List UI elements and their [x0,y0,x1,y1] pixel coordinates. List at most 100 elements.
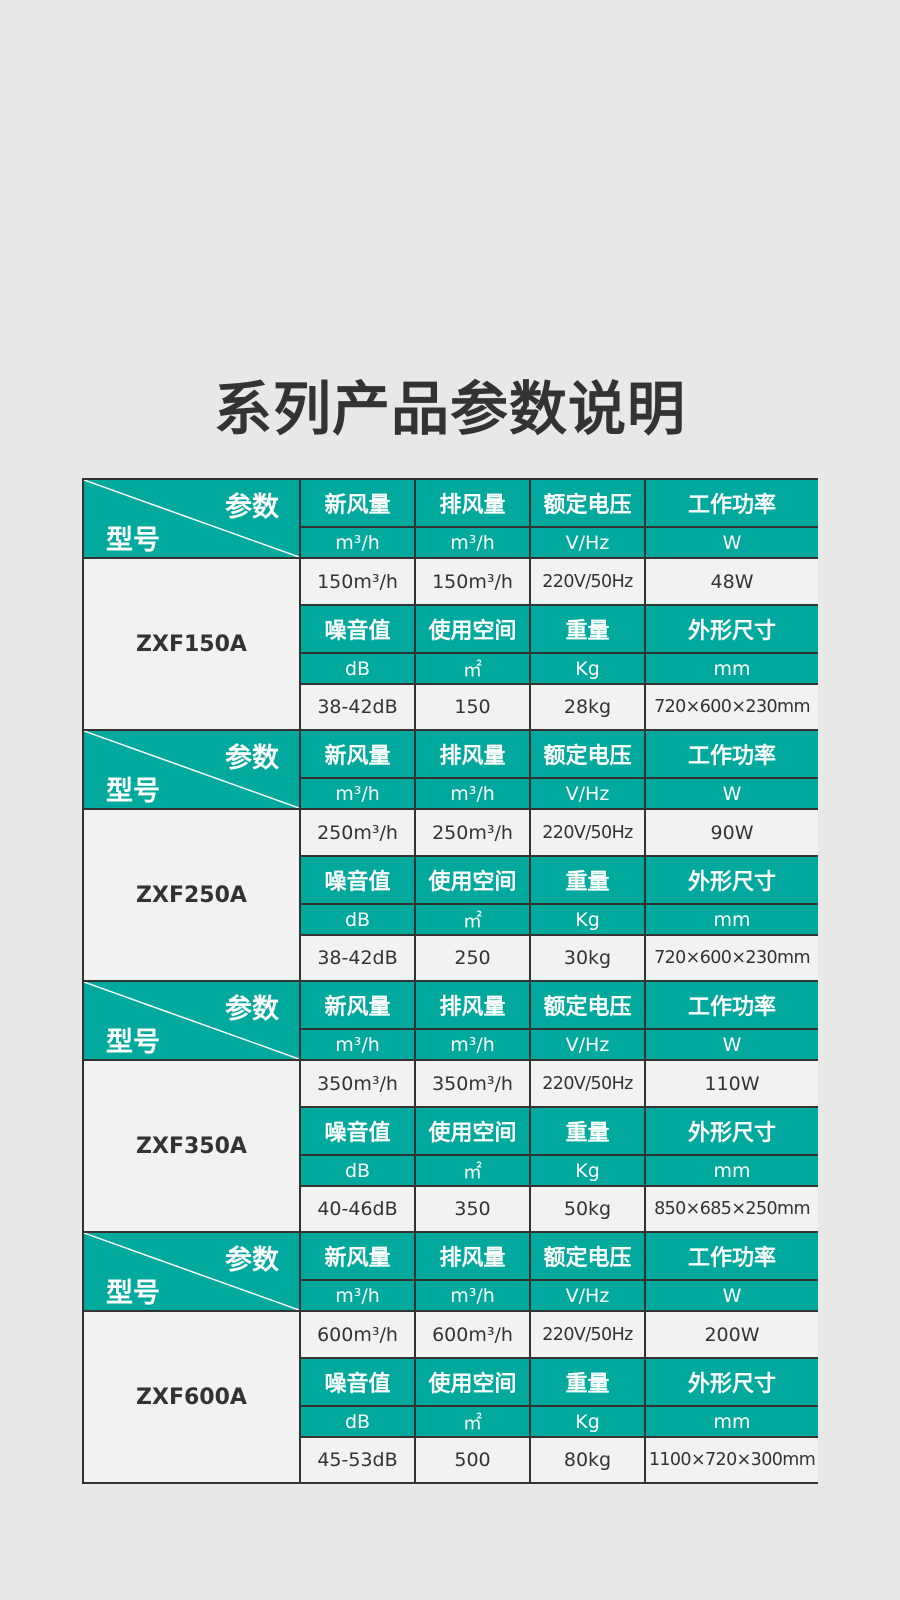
value-cell: 28kg [531,685,644,729]
header-cell: 排风量 [416,731,529,777]
header-cell: 外形尺寸 [646,606,818,652]
unit-cell: ㎡ [416,654,529,683]
unit-cell: dB [301,654,414,683]
diagonal-divider [84,1233,299,1310]
corner-header-cell: 参数 型号 [84,480,299,557]
header-cell: 使用空间 [416,606,529,652]
model-name: ZXF250A [84,810,299,980]
value-cell: 150 [416,685,529,729]
product-spec-table: 参数 型号 新风量 排风量 额定电压 工作功率 m³/h m³/h V/Hz W ZXF150A 1… [82,478,818,1484]
header-cell: 使用空间 [416,1108,529,1154]
header-cell: 工作功率 [646,982,818,1028]
value-cell: 350 [416,1187,529,1231]
header-cell: 新风量 [301,731,414,777]
value-cell: 250m³/h [301,810,414,855]
unit-cell: Kg [531,905,644,934]
header-cell: 重量 [531,857,644,903]
corner-header-cell: 参数 型号 [84,982,299,1059]
model-name: ZXF600A [84,1312,299,1482]
header-cell: 使用空间 [416,857,529,903]
header-cell: 噪音值 [301,857,414,903]
header-cell: 重量 [531,606,644,652]
value-cell: 38-42dB [301,685,414,729]
header-cell: 排风量 [416,982,529,1028]
header-cell: 噪音值 [301,1108,414,1154]
unit-cell: W [646,1030,818,1059]
header-cell: 噪音值 [301,606,414,652]
value-cell: 30kg [531,936,644,980]
param-label: 参数 [225,994,279,1025]
value-cell: 110W [646,1061,818,1106]
diagonal-divider [84,480,299,557]
unit-cell: mm [646,905,818,934]
unit-cell: V/Hz [531,528,644,557]
model-block: 参数 型号 新风量 排风量 额定电压 工作功率 m³/h m³/h V/Hz W ZXF600A 6… [84,1233,818,1482]
page-title: 系列产品参数说明 [213,375,686,443]
unit-cell: m³/h [416,1030,529,1059]
header-cell: 额定电压 [531,480,644,526]
corner-header-cell: 参数 型号 [84,1233,299,1310]
model-name: ZXF150A [84,559,299,729]
value-cell: 38-42dB [301,936,414,980]
value-cell: 220V/50Hz [531,559,644,604]
unit-cell: m³/h [301,528,414,557]
unit-cell: W [646,1281,818,1310]
model-block: 参数 型号 新风量 排风量 额定电压 工作功率 m³/h m³/h V/Hz W ZXF350A 3… [84,982,818,1231]
unit-cell: m³/h [416,528,529,557]
diagonal-divider [84,982,299,1059]
unit-cell: mm [646,1156,818,1185]
unit-cell: m³/h [301,1030,414,1059]
header-cell: 新风量 [301,1233,414,1279]
unit-cell: V/Hz [531,1030,644,1059]
unit-cell: dB [301,905,414,934]
param-label: 参数 [225,1245,279,1276]
header-cell: 外形尺寸 [646,857,818,903]
value-cell: 1100×720×300mm [646,1438,818,1482]
unit-cell: ㎡ [416,1407,529,1436]
header-cell: 外形尺寸 [646,1359,818,1405]
unit-cell: m³/h [301,779,414,808]
value-cell: 600m³/h [416,1312,529,1357]
unit-cell: dB [301,1156,414,1185]
header-cell: 额定电压 [531,1233,644,1279]
header-cell: 重量 [531,1108,644,1154]
value-cell: 80kg [531,1438,644,1482]
unit-cell: dB [301,1407,414,1436]
value-cell: 200W [646,1312,818,1357]
value-cell: 90W [646,810,818,855]
header-cell: 工作功率 [646,1233,818,1279]
header-cell: 排风量 [416,480,529,526]
value-cell: 50kg [531,1187,644,1231]
value-cell: 600m³/h [301,1312,414,1357]
corner-header-cell: 参数 型号 [84,731,299,808]
header-cell: 新风量 [301,480,414,526]
value-cell: 350m³/h [416,1061,529,1106]
header-cell: 新风量 [301,982,414,1028]
model-label: 型号 [106,776,160,807]
unit-cell: W [646,779,818,808]
value-cell: 45-53dB [301,1438,414,1482]
header-cell: 噪音值 [301,1359,414,1405]
header-cell: 重量 [531,1359,644,1405]
header-cell: 外形尺寸 [646,1108,818,1154]
header-cell: 工作功率 [646,480,818,526]
value-cell: 720×600×230mm [646,685,818,729]
model-block: 参数 型号 新风量 排风量 额定电压 工作功率 m³/h m³/h V/Hz W ZXF150A 1… [84,480,818,729]
unit-cell: ㎡ [416,1156,529,1185]
diagonal-divider [84,731,299,808]
value-cell: 500 [416,1438,529,1482]
param-label: 参数 [225,492,279,523]
header-cell: 额定电压 [531,982,644,1028]
header-cell: 额定电压 [531,731,644,777]
value-cell: 220V/50Hz [531,810,644,855]
unit-cell: ㎡ [416,905,529,934]
value-cell: 250m³/h [416,810,529,855]
unit-cell: Kg [531,1156,644,1185]
header-cell: 使用空间 [416,1359,529,1405]
value-cell: 350m³/h [301,1061,414,1106]
unit-cell: V/Hz [531,1281,644,1310]
unit-cell: mm [646,654,818,683]
unit-cell: mm [646,1407,818,1436]
param-label: 参数 [225,743,279,774]
value-cell: 250 [416,936,529,980]
